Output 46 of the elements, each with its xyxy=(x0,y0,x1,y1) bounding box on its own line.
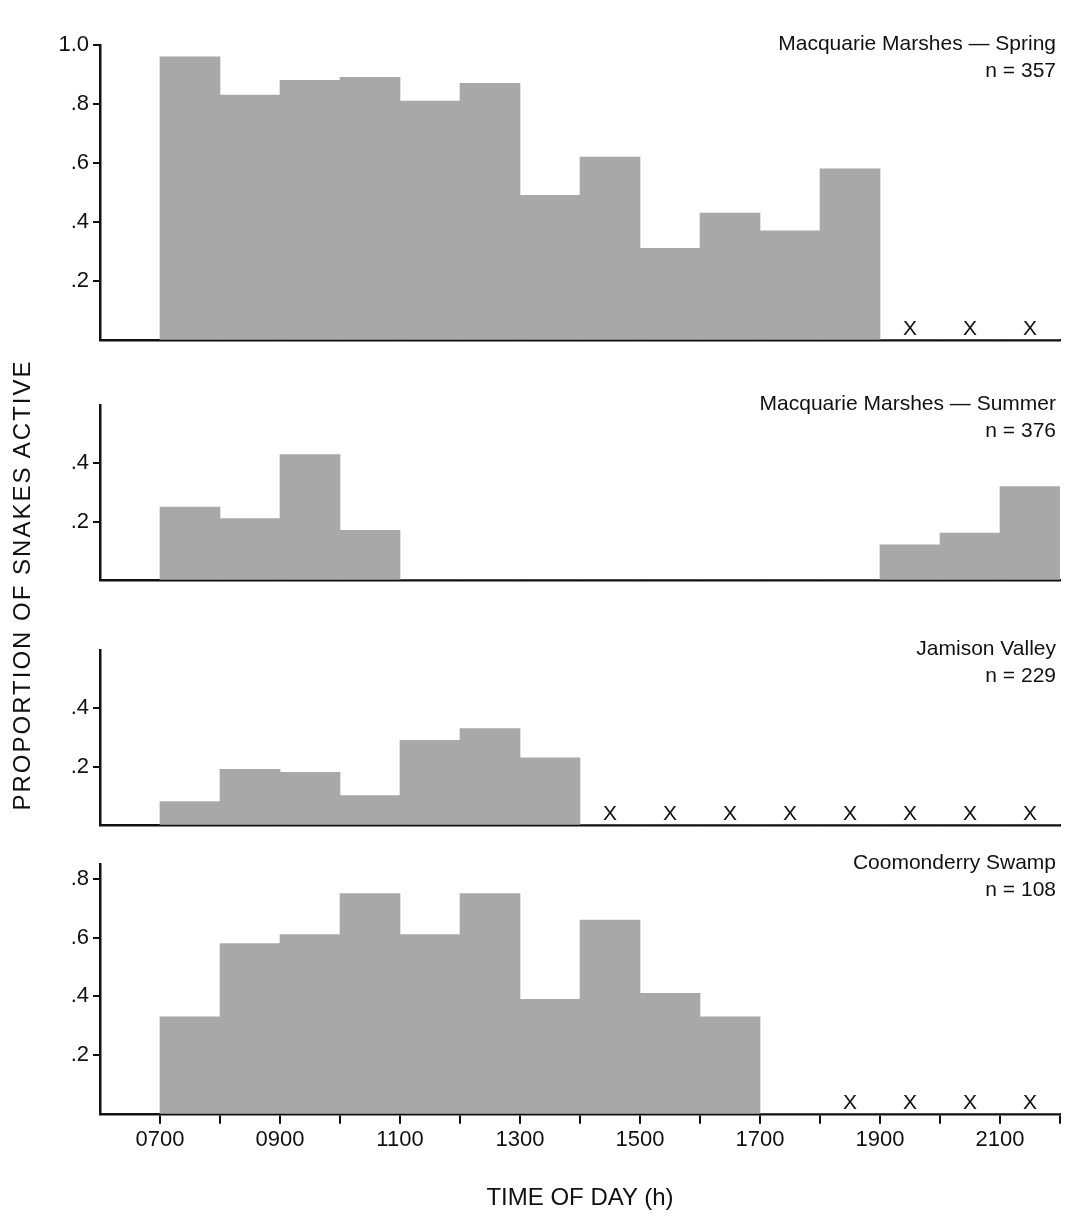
annotation: X xyxy=(662,800,678,824)
annotation: X xyxy=(602,800,618,824)
annotation: X xyxy=(962,800,978,824)
y-tick-label: .4 xyxy=(70,207,89,233)
x-tick-label: 1900 xyxy=(855,1126,905,1152)
annotation: X xyxy=(902,1089,918,1113)
x-tick-label: 1300 xyxy=(495,1126,545,1152)
annotation: X xyxy=(902,315,918,339)
y-tick-label: .6 xyxy=(70,923,89,949)
annotation: X xyxy=(962,1089,978,1113)
annotation: X xyxy=(1022,315,1038,339)
x-tick-label: 0700 xyxy=(135,1126,185,1152)
annotation: X xyxy=(782,800,798,824)
y-tick-label: .4 xyxy=(70,694,89,720)
y-tick-label: .8 xyxy=(70,864,89,890)
y-tick-label: .2 xyxy=(70,1041,89,1067)
text: n = 376 xyxy=(985,418,1056,441)
annotation: X xyxy=(842,1089,858,1113)
annotation: X xyxy=(722,800,738,824)
annotation: X xyxy=(902,800,918,824)
chart-title: Macquarie Marshes — Summer xyxy=(759,391,1056,414)
annotation: X xyxy=(842,800,858,824)
x-tick-label: 1500 xyxy=(615,1126,665,1152)
x-tick-label: 0900 xyxy=(255,1126,305,1152)
y-tick-label: .4 xyxy=(70,982,89,1008)
x-tick-label: 1700 xyxy=(735,1126,785,1152)
chart-title: Coomonderry Swamp xyxy=(852,850,1056,874)
x-axis-title: TIME OF DAY (h) xyxy=(486,1183,674,1211)
text: n = 357 xyxy=(985,58,1056,81)
y-tick-label: .8 xyxy=(70,90,89,116)
y-tick-label: .2 xyxy=(70,507,89,533)
chart-title: Macquarie Marshes — Spring xyxy=(778,31,1056,54)
annotation: X xyxy=(1022,800,1038,824)
y-axis-title: PROPORTION OF SNAKES ACTIVE xyxy=(8,359,36,811)
x-tick-label: 2100 xyxy=(975,1126,1025,1152)
y-tick-label: .4 xyxy=(70,449,89,475)
text: n = 229 xyxy=(985,663,1056,686)
y-tick-label: .6 xyxy=(70,148,89,174)
y-tick-label: .2 xyxy=(70,266,89,292)
y-tick-label: .2 xyxy=(70,752,89,778)
x-tick-label: 1100 xyxy=(376,1126,424,1152)
y-tick-label: 1.0 xyxy=(58,31,89,57)
text: n = 108 xyxy=(985,877,1056,901)
annotation: X xyxy=(1022,1089,1038,1113)
chart-title: Jamison Valley xyxy=(916,636,1057,659)
annotation: X xyxy=(962,315,978,339)
